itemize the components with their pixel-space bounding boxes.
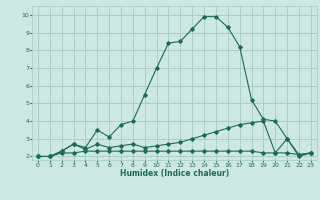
X-axis label: Humidex (Indice chaleur): Humidex (Indice chaleur) [120,169,229,178]
